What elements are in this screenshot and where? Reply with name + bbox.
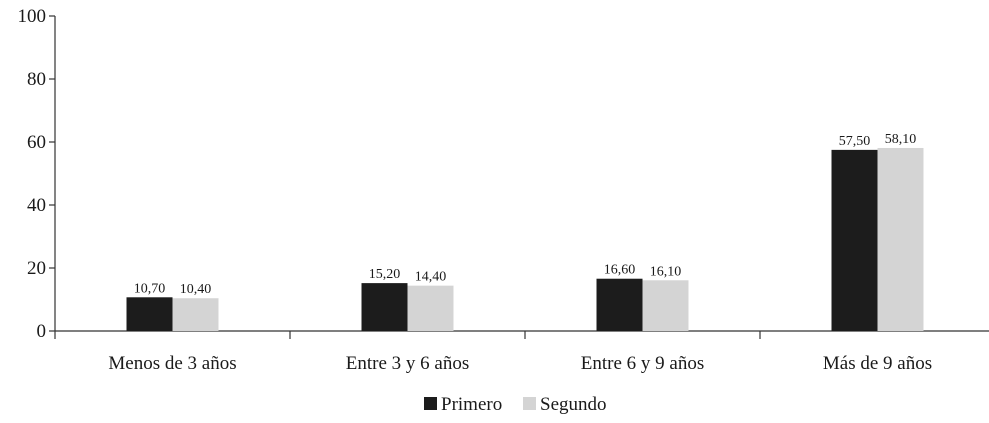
category-label: Menos de 3 años (108, 353, 236, 374)
y-tick-label: 60 (27, 132, 46, 153)
chart-bars (126, 147, 924, 331)
y-tick-label: 100 (18, 6, 47, 27)
bar-primero-0 (126, 297, 173, 331)
data-label: 58,10 (885, 132, 917, 147)
data-label: 15,20 (369, 267, 401, 282)
y-tick-label: 80 (27, 69, 46, 90)
chart-axes: 0 20 40 60 80 100 Menos de 3 años Entre 3 y 6 a… (18, 6, 989, 374)
legend-label: Segundo (540, 394, 607, 415)
data-label: 16,60 (604, 263, 636, 278)
y-tick-label: 0 (37, 321, 47, 342)
category-label: Más de 9 años (823, 353, 932, 374)
bar-primero-2 (596, 278, 643, 331)
bar-segundo-2 (642, 280, 689, 331)
chart-legend: Primero Segundo (424, 394, 607, 415)
y-tick-label: 20 (27, 258, 46, 279)
legend-swatch-segundo (523, 397, 536, 410)
category-label: Entre 3 y 6 años (346, 353, 469, 374)
data-label: 10,40 (180, 282, 212, 297)
bar-segundo-1 (407, 285, 454, 331)
legend-swatch-primero (424, 397, 437, 410)
data-label: 14,40 (415, 270, 447, 285)
data-label: 16,10 (650, 264, 682, 279)
y-tick-label: 40 (27, 195, 46, 216)
bar-segundo-0 (172, 298, 219, 331)
chart-data-labels: 10,70 10,40 15,20 14,40 16,60 16,10 57,50 58,10 (134, 132, 917, 297)
legend-label: Primero (441, 394, 502, 415)
data-label: 57,50 (839, 134, 871, 149)
bar-segundo-3 (877, 147, 924, 331)
category-label: Entre 6 y 9 años (581, 353, 704, 374)
bar-primero-3 (831, 149, 878, 331)
data-label: 10,70 (134, 281, 166, 296)
bar-primero-1 (361, 283, 408, 331)
